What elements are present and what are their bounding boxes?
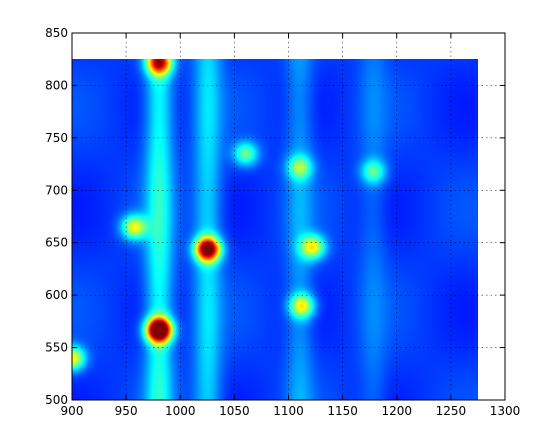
x-tick-label: 1150 [327,404,358,418]
y-tick-label: 850 [45,26,68,40]
x-tick-label: 1250 [436,404,467,418]
y-tick-label: 800 [45,78,68,92]
x-tick-label: 900 [61,404,84,418]
plot-area [72,59,478,401]
x-tick-label: 1200 [381,404,412,418]
y-tick-label: 650 [45,236,68,250]
heatmap-image [72,59,478,401]
x-tick-label: 1300 [490,404,521,418]
x-tick-label: 1000 [165,404,196,418]
tick-marks [71,32,506,401]
x-tick-label: 1100 [273,404,304,418]
y-tick-label: 550 [45,341,68,355]
x-tick-label: 950 [115,404,138,418]
y-tick-label: 750 [45,131,68,145]
x-tick-label: 1050 [219,404,250,418]
y-tick-label: 700 [45,183,68,197]
y-tick-label: 500 [45,393,68,407]
grid-lines [72,33,505,400]
y-tick-label: 600 [45,288,68,302]
tick-labels: 900 950 1000 1050 1100 1150 1200 1250 1300 500 550… [45,26,520,418]
